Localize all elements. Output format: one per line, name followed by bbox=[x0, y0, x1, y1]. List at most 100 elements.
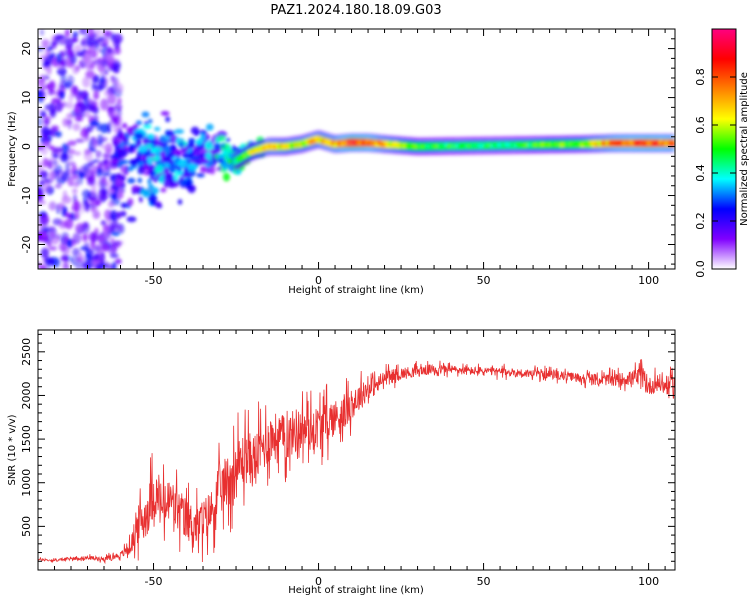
spectrogram-cell bbox=[173, 172, 179, 182]
spectrogram-cell bbox=[117, 97, 122, 105]
y-tick-label: 2500 bbox=[20, 338, 33, 366]
spectrogram-cell bbox=[227, 144, 232, 153]
spectrogram-cell bbox=[155, 164, 164, 174]
spectrogram-cell bbox=[113, 122, 122, 135]
snr-panel: -50 0 50 100 500 1000 1500 2000 2500 Height of s… bbox=[7, 329, 676, 596]
spectrogram-cell bbox=[62, 190, 68, 200]
spectrogram-cell bbox=[199, 129, 208, 136]
spectrogram-cell bbox=[89, 119, 99, 127]
spectrogram-cell bbox=[48, 145, 55, 151]
spectrogram-cell bbox=[72, 31, 79, 38]
spectrogram-cell bbox=[148, 118, 153, 124]
spectrogram-cell bbox=[83, 150, 93, 162]
spectrogram-cell bbox=[49, 231, 55, 238]
x-tick-label: 50 bbox=[477, 575, 491, 588]
spectrogram-cell bbox=[173, 149, 182, 157]
spectrogram-cell bbox=[65, 37, 74, 50]
spectrogram-cell bbox=[141, 158, 148, 164]
spectrogram-cell bbox=[61, 205, 66, 218]
spectrogram-panel: -50 0 50 100 -20 -10 0 10 20 Height of straight … bbox=[7, 28, 676, 296]
spectrogram-cell bbox=[137, 177, 143, 184]
spectrogram-cell bbox=[112, 62, 120, 69]
spectrogram-cell bbox=[59, 60, 67, 66]
spectrogram-cell bbox=[142, 151, 151, 157]
colorbar-frame bbox=[711, 28, 737, 270]
colorbar-gradient bbox=[712, 29, 736, 269]
spectrogram-cell bbox=[100, 98, 109, 111]
spectrogram-cell bbox=[40, 74, 49, 81]
spectrogram-cell bbox=[88, 231, 99, 242]
spectrogram-cell bbox=[117, 150, 127, 159]
spectrogram-ticks: -50 0 50 100 -20 -10 0 10 20 bbox=[20, 28, 675, 287]
spectrogram-cell bbox=[100, 234, 109, 245]
spectrogram-cell bbox=[185, 142, 195, 149]
spectrogram-cell bbox=[143, 124, 152, 129]
spectrogram-cell bbox=[60, 74, 67, 83]
spectrogram-cell bbox=[106, 46, 113, 55]
spectrogram-cell bbox=[51, 97, 62, 104]
spectrogram-cell bbox=[94, 264, 103, 269]
spectrogram-cell bbox=[74, 211, 80, 219]
x-tick-label: 100 bbox=[638, 274, 659, 287]
spectrogram-cell bbox=[68, 148, 76, 155]
spectrogram-cell bbox=[67, 49, 75, 59]
spectrogram-cell bbox=[75, 138, 85, 143]
spectrogram-cell bbox=[100, 144, 106, 150]
spectrogram-cell bbox=[117, 187, 124, 196]
spectrogram-cell bbox=[225, 137, 231, 143]
y-tick-label: -10 bbox=[20, 187, 33, 205]
spectrogram-cell bbox=[66, 74, 75, 86]
y-tick-label: 0 bbox=[20, 143, 33, 150]
spectrogram-cell bbox=[107, 185, 111, 196]
spectrogram-cell bbox=[148, 170, 157, 176]
spectrogram-cell bbox=[145, 143, 153, 149]
spectrogram-cell bbox=[79, 29, 88, 35]
spectrogram-cell bbox=[170, 179, 180, 188]
snr-series-line bbox=[38, 359, 675, 565]
spectrogram-cell bbox=[129, 147, 134, 154]
figure-title: PAZ1.2024.180.18.09.G03 bbox=[270, 3, 441, 18]
spectrogram-cell bbox=[127, 197, 134, 207]
spectrogram-cell bbox=[165, 116, 171, 123]
spectrogram-cell bbox=[109, 253, 119, 259]
spectrogram-cell bbox=[81, 38, 86, 47]
spectrogram-cell bbox=[71, 174, 78, 180]
spectrogram-cell bbox=[119, 159, 130, 165]
spectrogram-cell bbox=[154, 140, 164, 148]
spectrogram-cell bbox=[79, 60, 86, 69]
spectrogram-cell bbox=[164, 145, 171, 154]
spectrogram-cell bbox=[120, 165, 126, 173]
spectrogram-cell bbox=[95, 199, 102, 206]
spectrogram-cell bbox=[214, 142, 219, 151]
spectrogram-cell bbox=[188, 151, 195, 157]
spectrogram-cell bbox=[39, 214, 50, 226]
spectrogram-cell bbox=[177, 159, 188, 168]
spectrogram-cell bbox=[91, 159, 100, 164]
colorbar: 0.0 0.2 0.4 0.6 0.8 Normalized spectral ampl… bbox=[694, 28, 750, 278]
spectrogram-cell bbox=[96, 37, 103, 44]
spectrogram-cell bbox=[67, 140, 77, 146]
spectrogram-cell bbox=[223, 172, 230, 182]
spectrogram-cell bbox=[131, 185, 140, 192]
spectrogram-cell bbox=[66, 238, 73, 248]
spectrogram-cell bbox=[120, 202, 129, 209]
spectrogram-cell bbox=[75, 263, 81, 269]
spectrogram-cell bbox=[86, 176, 96, 186]
spectrogram-cell bbox=[85, 265, 91, 269]
spectrogram-cell bbox=[48, 170, 56, 181]
spectrogram-cell bbox=[42, 157, 49, 168]
spectrogram-cell bbox=[131, 161, 137, 168]
colorbar-tick-label: 0.2 bbox=[694, 212, 707, 230]
spectrogram-cell bbox=[72, 200, 81, 212]
spectrogram-cell bbox=[40, 247, 50, 259]
spectrogram-cell bbox=[38, 117, 45, 127]
spectrogram-cell bbox=[72, 247, 80, 257]
spectrogram-cell bbox=[42, 181, 52, 193]
y-tick-label: 2000 bbox=[20, 381, 33, 409]
spectrogram-cell bbox=[104, 143, 113, 155]
spectrogram-cell bbox=[120, 175, 126, 181]
spectrogram-cell bbox=[63, 256, 68, 268]
spectrogram-cell bbox=[177, 199, 183, 205]
spectrogram-cell bbox=[223, 153, 230, 163]
spectrogram-cell bbox=[92, 210, 101, 220]
